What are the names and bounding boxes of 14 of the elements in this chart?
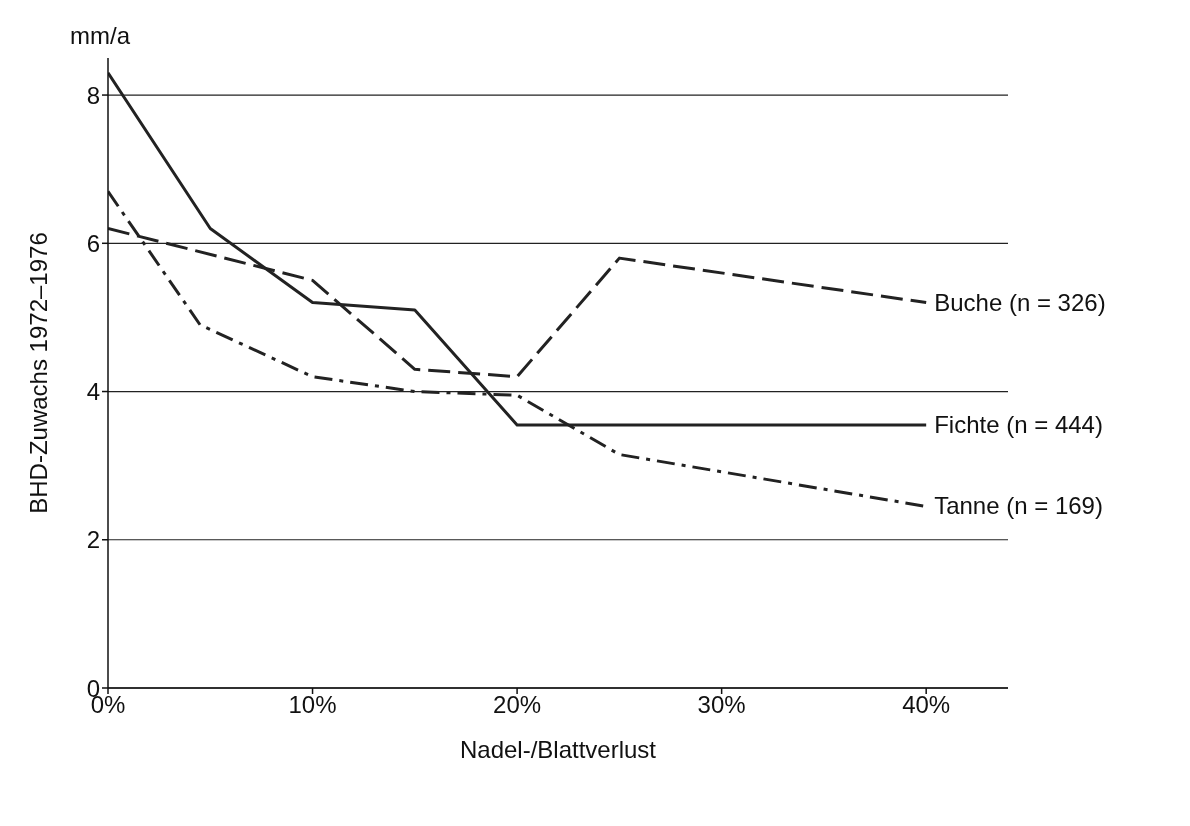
y-tick-label: 8 [86, 81, 100, 109]
x-tick-label: 30% [697, 691, 746, 719]
text: mm/a [70, 22, 130, 50]
x-tick-label: 10% [288, 691, 337, 719]
x-tick-label: 40% [902, 691, 951, 719]
x-tick-label: 20% [493, 691, 542, 719]
y-tick-label: 2 [86, 526, 100, 554]
y-axis-title: BHD-Zuwachs 1972–1976 [24, 232, 52, 514]
x-axis-title: Nadel-/Blattverlust [459, 736, 657, 763]
series-label: Tanne (n = 169) [934, 492, 1103, 520]
y-tick-label: 4 [86, 378, 100, 406]
y-tick-label: 6 [86, 229, 100, 257]
series-label: Fichte (n = 444) [934, 410, 1103, 438]
series-label: Buche (n = 326) [934, 288, 1106, 316]
